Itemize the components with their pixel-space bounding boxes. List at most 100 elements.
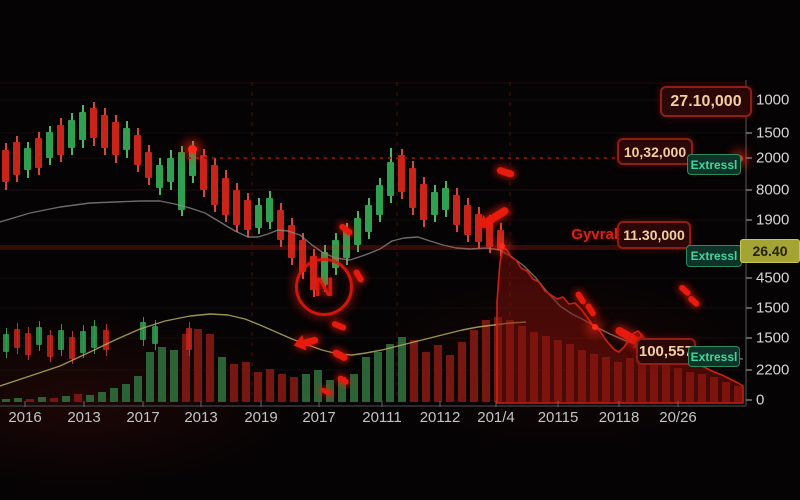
candlestick — [69, 337, 75, 359]
candlestick — [36, 327, 42, 345]
volume-bar — [62, 396, 70, 402]
candlestick — [134, 135, 141, 165]
candlestick — [79, 112, 86, 140]
volume-bar — [362, 357, 370, 402]
volume-bar — [446, 355, 454, 402]
price-badge: 11.30,000 — [617, 221, 691, 249]
volume-bar — [86, 395, 94, 402]
signal-badge: Extressl — [688, 346, 740, 367]
price-highlight-badge: 26.40 — [740, 239, 800, 263]
x-axis-tick-label: 201/4 — [477, 409, 515, 426]
moving-average-gray — [0, 200, 744, 360]
moving-average-yellow — [0, 313, 527, 387]
volume-bar — [98, 392, 106, 402]
candlestick — [365, 205, 372, 232]
y-axis-tick-label: 1900 — [756, 211, 790, 229]
volume-bar — [14, 398, 22, 402]
candlestick — [140, 322, 146, 340]
volume-bar — [146, 352, 154, 402]
candlestick — [3, 334, 9, 352]
candlestick — [211, 165, 218, 205]
candlestick — [299, 240, 306, 272]
x-axis-tick-label: 2017 — [302, 409, 336, 426]
volume-bar — [266, 369, 274, 402]
x-axis-tick-label: 20115 — [537, 409, 579, 426]
candlestick — [431, 192, 438, 215]
y-axis-tick-label: 8000 — [756, 181, 790, 199]
price-badge: 100,557 — [636, 338, 696, 365]
x-axis-tick-label: 2013 — [184, 409, 218, 426]
volume-bar — [482, 320, 490, 402]
volume-bar — [278, 374, 286, 402]
volume-bar — [410, 340, 418, 402]
candlestick — [354, 218, 361, 245]
y-axis-tick-label: 4500 — [756, 269, 790, 287]
candlestick — [14, 329, 20, 348]
candlestick — [376, 185, 383, 215]
candlestick — [57, 125, 64, 155]
candlestick — [46, 132, 53, 158]
candlestick — [420, 184, 427, 220]
candlestick — [222, 178, 229, 215]
volume-bar — [470, 330, 478, 402]
x-axis-tick-label: 20118 — [598, 409, 640, 426]
candlestick — [186, 328, 192, 350]
volume-bar — [338, 377, 346, 402]
volume-bar — [254, 372, 262, 402]
candlestick — [24, 148, 31, 170]
candlestick — [91, 326, 97, 348]
price-area — [496, 247, 744, 404]
signal-badge: Extressl — [686, 245, 742, 267]
candlestick — [103, 330, 109, 350]
candlestick — [68, 120, 75, 148]
x-axis-tick-label: 2016 — [8, 409, 42, 426]
candlestick — [112, 122, 119, 155]
candlestick — [343, 230, 350, 258]
candlestick — [167, 158, 174, 182]
candlestick — [178, 152, 185, 210]
y-axis-tick-label: 1500 — [756, 299, 790, 317]
y-axis-tick-label: 2200 — [756, 361, 790, 379]
volume-bar — [206, 334, 214, 402]
volume-bar — [242, 362, 250, 402]
volume-bar — [422, 352, 430, 402]
volume-bar — [74, 394, 82, 402]
candlestick — [123, 128, 130, 150]
glow-dot — [499, 243, 505, 249]
candlestick — [486, 222, 493, 247]
candlestick — [47, 335, 53, 357]
candlestick — [453, 195, 460, 225]
volume-bar — [434, 345, 442, 402]
candlestick — [398, 155, 405, 192]
x-axis-tick-label: 20112 — [419, 409, 461, 426]
volume-bar — [386, 344, 394, 402]
candlestick — [244, 200, 251, 230]
volume-bar — [218, 357, 226, 402]
candlestick — [58, 330, 64, 350]
candlestick — [387, 162, 394, 196]
candlestick — [233, 190, 240, 225]
candlestick — [2, 150, 9, 182]
candlestick — [288, 225, 295, 258]
price-badge: 10,32,000 — [617, 138, 693, 165]
x-axis-tick-label: 2019 — [244, 409, 278, 426]
y-axis-tick-label: 0 — [756, 391, 765, 409]
circle-letter: N — [314, 271, 334, 302]
price-badge: 27.10,000 — [660, 86, 752, 117]
volume-bar — [230, 364, 238, 402]
volume-bar — [314, 370, 322, 402]
candlestick — [189, 148, 196, 176]
candlestick — [13, 142, 20, 175]
candlestick — [101, 115, 108, 148]
volume-bar — [182, 334, 190, 402]
candlestick — [25, 333, 31, 355]
candlestick — [35, 138, 42, 168]
y-axis-tick-label: 1500 — [756, 329, 790, 347]
volume-bar — [134, 376, 142, 402]
volume-bar — [194, 329, 202, 402]
candlestick — [442, 188, 449, 210]
candlestick — [80, 331, 86, 353]
y-axis-tick-label: 1000 — [756, 91, 790, 109]
x-axis-tick-label: 2017 — [126, 409, 160, 426]
